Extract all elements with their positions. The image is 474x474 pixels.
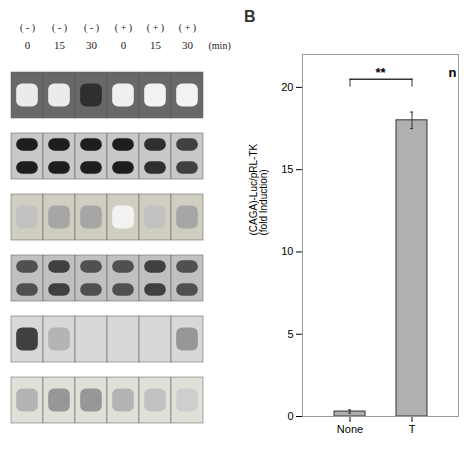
svg-text:n: n: [449, 65, 457, 80]
svg-text:( + ): ( + ): [147, 22, 164, 34]
svg-text:30: 30: [86, 39, 98, 51]
svg-text:( - ): ( - ): [52, 22, 67, 34]
svg-text:30: 30: [182, 39, 194, 51]
svg-text:5: 5: [287, 328, 293, 340]
svg-text:20: 20: [281, 81, 293, 93]
svg-text:15: 15: [150, 39, 162, 51]
svg-text:T: T: [409, 423, 416, 435]
svg-text:( - ): ( - ): [84, 22, 99, 34]
svg-text:( - ): ( - ): [20, 22, 35, 34]
svg-text:( + ): ( + ): [179, 22, 196, 34]
svg-text:15: 15: [54, 39, 66, 51]
html-text:B: B: [244, 8, 256, 25]
svg-text:0: 0: [121, 39, 127, 51]
svg-text:**: **: [375, 65, 386, 80]
svg-text:None: None: [337, 423, 363, 435]
svg-text:( + ): ( + ): [115, 22, 132, 34]
svg-text:0: 0: [25, 39, 31, 51]
svg-text:(CAGA)-Luc/pRL-TK(fold Inducti: (CAGA)-Luc/pRL-TK(fold Induction): [248, 143, 269, 235]
svg-text:0: 0: [287, 410, 293, 422]
svg-text:10: 10: [281, 245, 293, 257]
svg-text:(min): (min): [209, 40, 231, 52]
svg-text:15: 15: [281, 163, 293, 175]
